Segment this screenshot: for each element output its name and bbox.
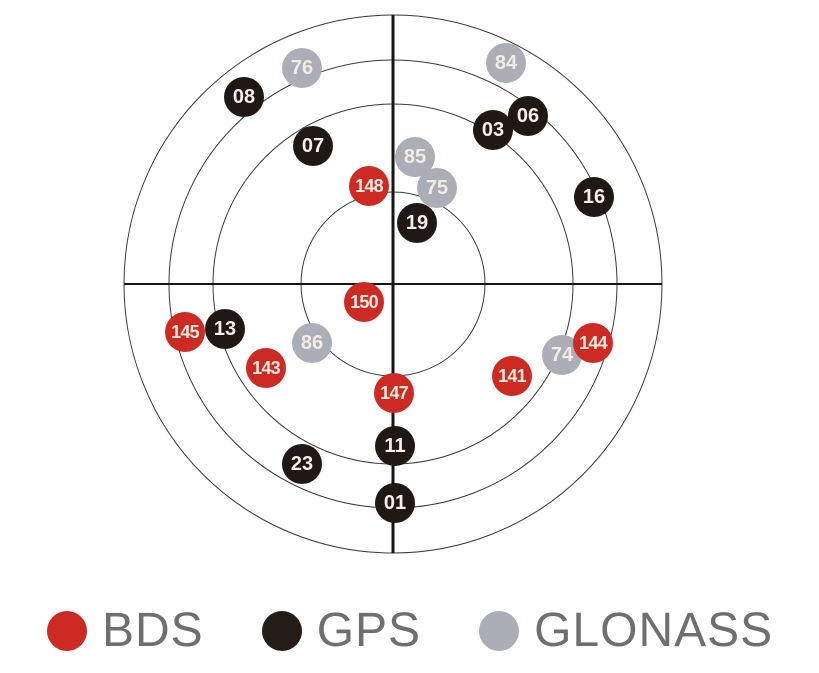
satellite-dot-glonass-84: 84 (486, 43, 526, 83)
satellite-dot-gps-03: 03 (473, 110, 513, 150)
skyplot: 76 84 08 06 03 07 85 148 75 16 19 150 145 13 86 74 144 14… (123, 14, 663, 554)
gps-dot-icon (261, 611, 302, 651)
legend-label-gps: GPS (316, 604, 422, 657)
satellite-dot-gps-19: 19 (397, 203, 437, 243)
glonass-dot-icon (479, 611, 520, 651)
bds-dot-icon (47, 611, 87, 651)
satellite-dot-bds-141: 141 (492, 356, 532, 396)
satellite-dot-gps-11: 11 (375, 426, 415, 466)
skyplot-grid (123, 14, 663, 554)
legend-item-gps: GPS (261, 604, 422, 657)
satellite-dot-bds-143: 143 (246, 348, 286, 388)
satellite-dot-bds-145: 145 (165, 312, 205, 352)
satellite-dot-gps-13: 13 (205, 309, 245, 349)
satellite-dot-glonass-76: 76 (282, 48, 322, 88)
satellite-dot-gps-01: 01 (375, 483, 415, 523)
satellite-dot-gps-07: 07 (293, 126, 333, 166)
legend-item-glonass: GLONASS (479, 604, 774, 657)
satellite-dot-glonass-75: 75 (417, 168, 457, 208)
legend-item-bds: BDS (47, 604, 204, 657)
satellite-dot-glonass-86: 86 (292, 323, 332, 363)
legend-label-glonass: GLONASS (534, 604, 774, 657)
satellite-dot-gps-16: 16 (574, 177, 614, 217)
satellite-dot-bds-144: 144 (573, 323, 613, 363)
legend-label-bds: BDS (102, 604, 204, 657)
satellite-dot-bds-150: 150 (344, 282, 384, 322)
satellite-dot-gps-23: 23 (282, 444, 322, 484)
satellite-dot-bds-148: 148 (349, 166, 389, 206)
satellite-dot-gps-08: 08 (224, 77, 264, 117)
satellite-dot-gps-06: 06 (508, 96, 548, 136)
satellite-dot-bds-147: 147 (374, 373, 414, 413)
legend: BDS GPS GLONASS (47, 604, 774, 657)
